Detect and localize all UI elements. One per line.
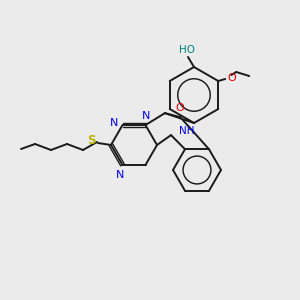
Text: N: N — [116, 170, 125, 180]
Text: HO: HO — [179, 45, 195, 55]
Text: S: S — [88, 134, 96, 148]
Text: N: N — [110, 118, 118, 128]
Text: N: N — [142, 111, 151, 121]
Text: O: O — [175, 103, 184, 113]
Text: O: O — [227, 73, 236, 83]
Text: NH: NH — [179, 126, 194, 136]
